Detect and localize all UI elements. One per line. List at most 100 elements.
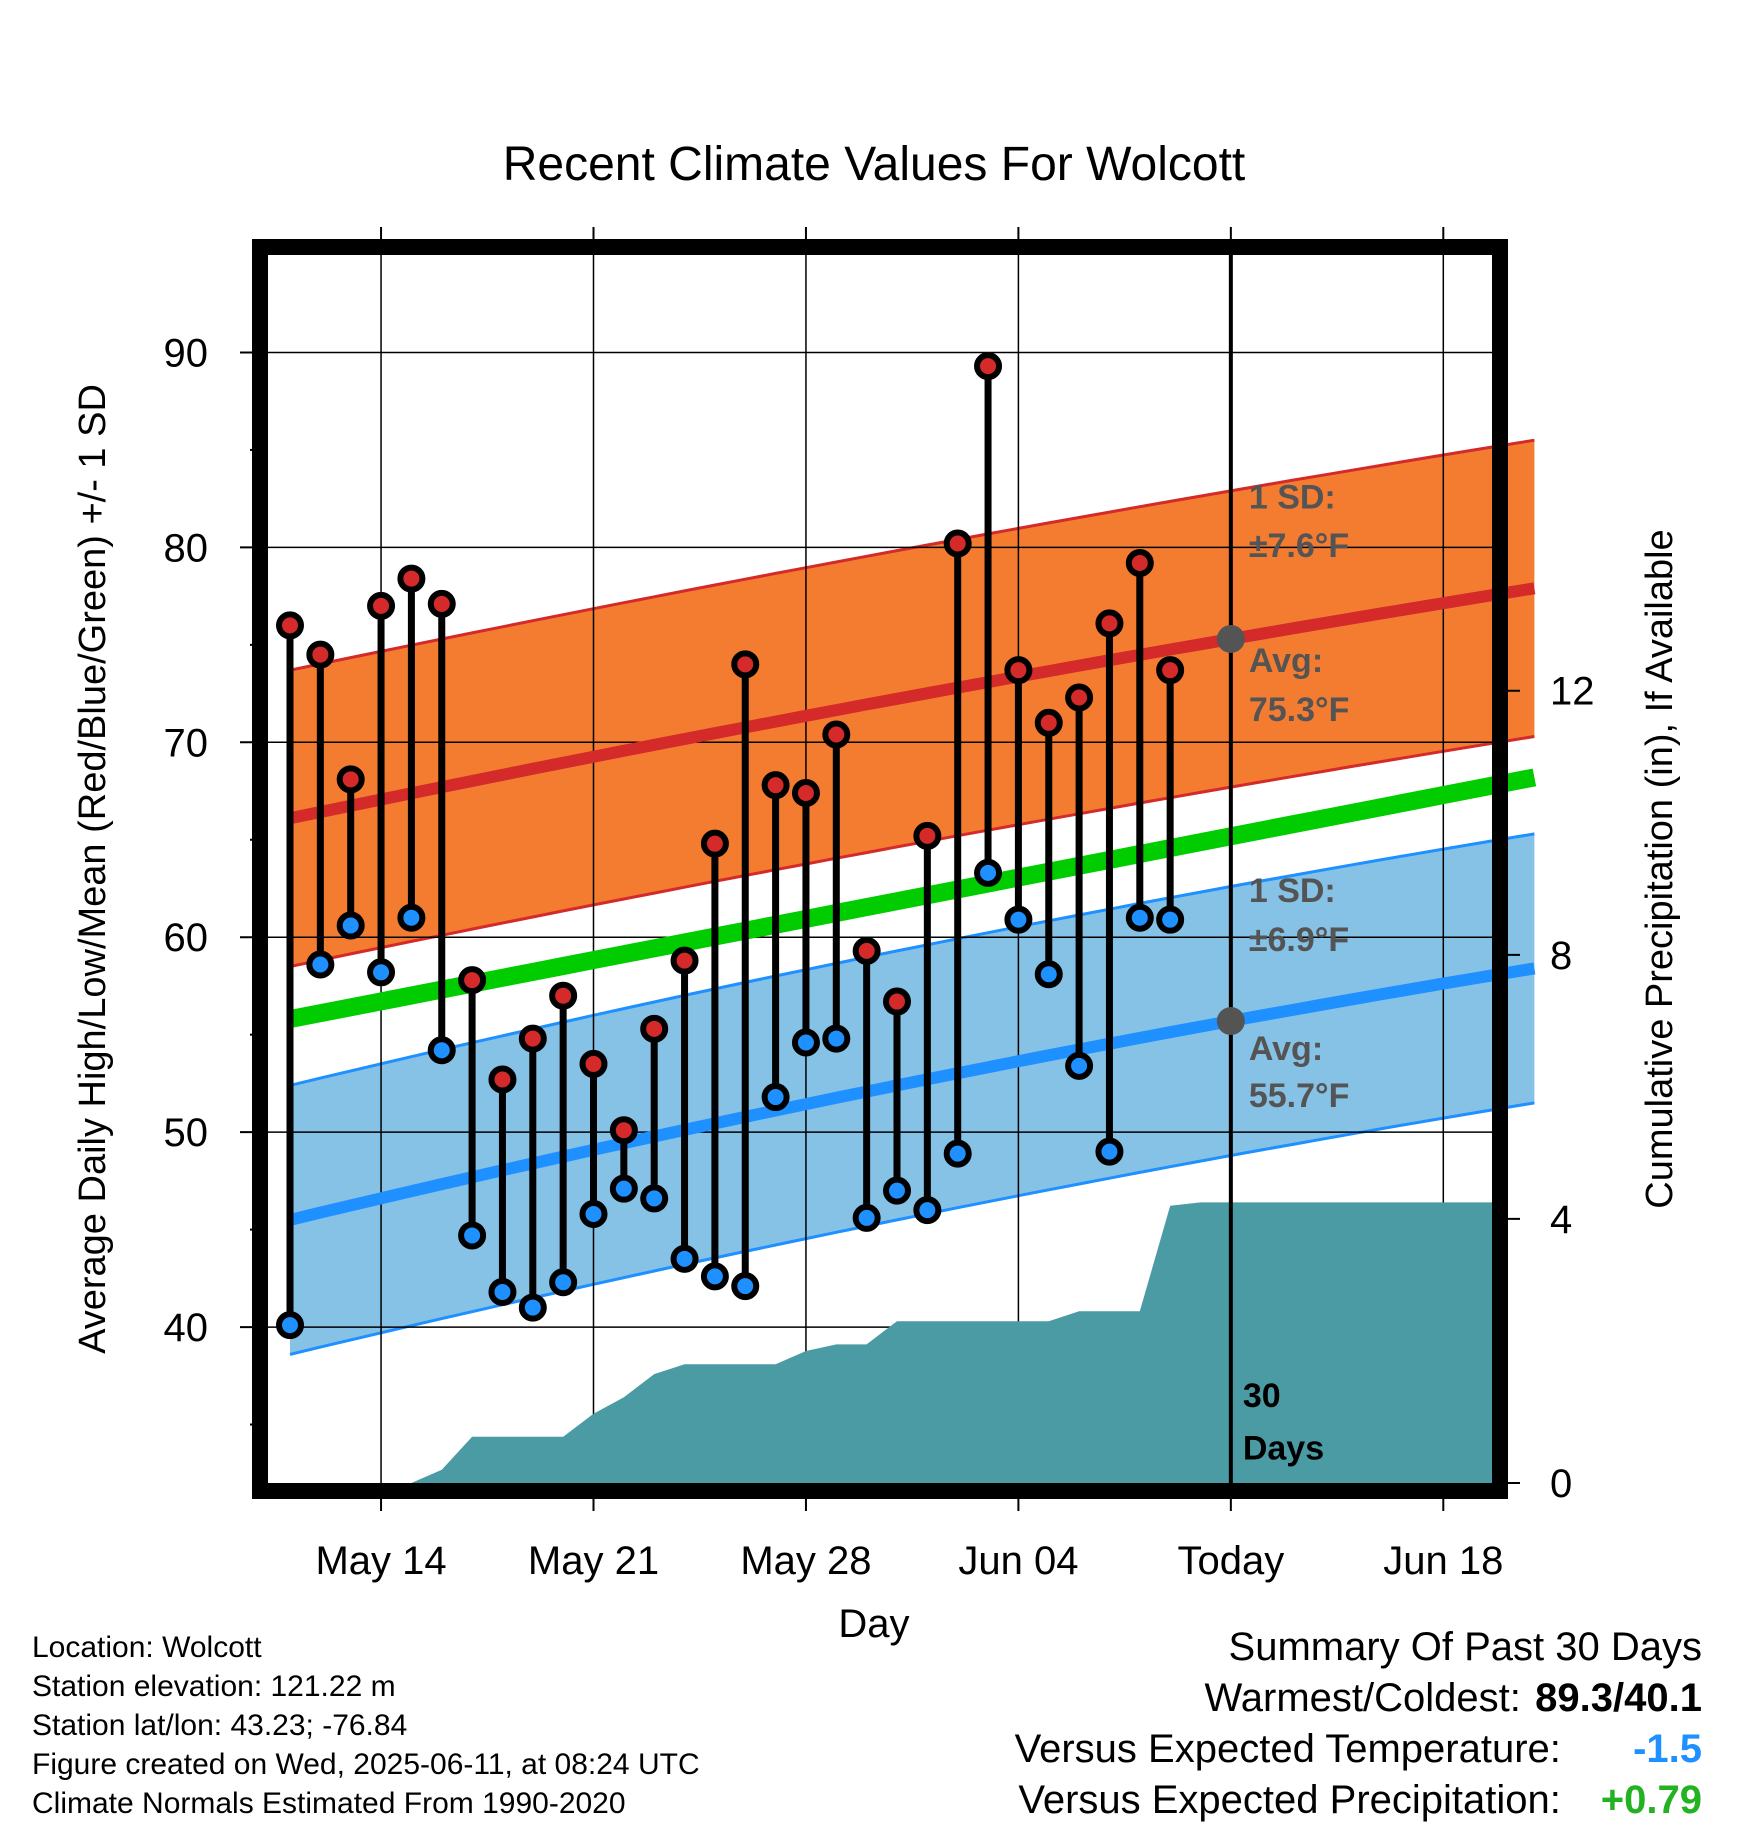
daily-low-point: [276, 1311, 304, 1340]
daily-high-point: [761, 771, 790, 800]
daily-high-point: [670, 946, 699, 975]
daily-low-point: [1034, 960, 1063, 989]
low-band-lower-edge: [289, 1101, 1535, 1356]
low-band-upper-edge: [289, 832, 1535, 1087]
y2-tick-label: 12: [1550, 670, 1595, 714]
today-low-avg-marker: [1216, 1007, 1245, 1036]
daily-high-point: [1095, 609, 1124, 638]
daily-high-point: [609, 1116, 638, 1145]
daily-low-point: [943, 1139, 972, 1168]
daily-low-point: [852, 1203, 881, 1232]
x-tick-label: Today: [1177, 1539, 1284, 1583]
y-tick-label: 90: [164, 331, 209, 375]
low-avg-label: Avg:: [1249, 1030, 1323, 1068]
location-text: Location: Wolcott: [32, 1631, 262, 1664]
x-tick-label: Jun 18: [1383, 1539, 1503, 1583]
daily-low-point: [1065, 1051, 1094, 1080]
y2-tick-label: 4: [1550, 1198, 1572, 1242]
daily-low-point: [518, 1293, 547, 1322]
low-sd-value: ±6.9°F: [1249, 921, 1349, 959]
daily-low-point: [427, 1036, 456, 1065]
y-axis-label: Average Daily High/Low/Mean (Red/Blue/Gr…: [72, 384, 114, 1354]
chart-title: Recent Climate Values For Wolcott: [503, 138, 1246, 191]
summary-panel: Summary Of Past 30 Days Warmest/Coldest:…: [1015, 1622, 1702, 1826]
daily-high-point: [427, 589, 456, 618]
y2-tick-label: 0: [1550, 1462, 1572, 1506]
daily-low-point: [822, 1024, 851, 1053]
days-count: 30: [1243, 1377, 1281, 1415]
daily-low-point: [761, 1083, 790, 1112]
plot-frame: [252, 239, 1508, 1499]
daily-high-point: [336, 765, 365, 794]
low-avg-value: 55.7°F: [1249, 1077, 1350, 1115]
cumulative-precip-area: [268, 1202, 1535, 1483]
high-sd-band: [290, 440, 1535, 967]
daily-low-point: [791, 1028, 820, 1057]
daily-low-point: [1156, 905, 1185, 934]
daily-low-point: [458, 1221, 487, 1250]
daily-high-point: [518, 1024, 547, 1053]
daily-high-point: [1034, 708, 1063, 737]
station-info: Location: Wolcott Station elevation: 121…: [32, 1628, 700, 1823]
daily-high-point: [1065, 683, 1094, 712]
daily-high-point: [731, 650, 760, 679]
daily-high-point: [397, 564, 426, 593]
y2-axis-label: Cumulative Precipitation (in), If Availa…: [1639, 529, 1681, 1208]
y-tick-label: 40: [164, 1306, 209, 1350]
daily-low-point: [731, 1272, 760, 1301]
x-tick-label: May 21: [528, 1539, 659, 1583]
warmest-coldest-value: 89.3/40.1: [1535, 1676, 1702, 1720]
daily-high-point: [1004, 656, 1033, 685]
elevation-text: Station elevation: 121.22 m: [32, 1670, 396, 1703]
daily-high-point: [700, 829, 729, 858]
daily-high-point: [852, 936, 881, 965]
daily-high-point: [943, 529, 972, 558]
high-avg-label: Avg:: [1249, 642, 1323, 680]
daily-low-point: [974, 858, 1003, 887]
latlon-text: Station lat/lon: 43.23; -76.84: [32, 1709, 408, 1742]
temp-diff-label: Versus Expected Temperature:: [1014, 1727, 1561, 1771]
daily-high-point: [791, 778, 820, 807]
y-tick-label: 80: [164, 526, 209, 570]
high-sd-value: ±7.6°F: [1249, 527, 1349, 565]
daily-low-point: [1125, 903, 1154, 932]
daily-low-point: [1004, 905, 1033, 934]
created-text: Figure created on Wed, 2025-06-11, at 08…: [32, 1748, 700, 1781]
x-tick-label: May 14: [315, 1539, 446, 1583]
daily-low-point: [640, 1184, 669, 1213]
normal-high-line: [288, 582, 1536, 825]
daily-low-point: [883, 1176, 911, 1205]
summary-temp-row: Versus Expected Temperature: -1.5: [1015, 1724, 1702, 1775]
precip-diff-label: Versus Expected Precipitation:: [1018, 1778, 1561, 1822]
daily-low-point: [336, 911, 365, 940]
daily-low-point: [670, 1244, 699, 1273]
daily-high-point: [276, 611, 304, 640]
summary-precip-row: Versus Expected Precipitation: +0.79: [1015, 1775, 1702, 1826]
daily-high-point: [579, 1049, 608, 1078]
precip-diff-value: +0.79: [1600, 1778, 1702, 1822]
x-tick-label: Jun 04: [958, 1539, 1078, 1583]
y-tick-label: 50: [164, 1111, 209, 1155]
high-band-lower-edge: [289, 735, 1535, 968]
summary-warmest-row: Warmest/Coldest: 89.3/40.1: [1015, 1673, 1703, 1724]
daily-low-point: [913, 1196, 942, 1225]
daily-high-point: [1156, 656, 1185, 685]
daily-high-point: [306, 640, 335, 669]
days-label: Days: [1243, 1430, 1324, 1468]
y-tick-label: 70: [164, 721, 209, 765]
warmest-coldest-label: Warmest/Coldest:: [1204, 1676, 1521, 1720]
normal-mean-line: [288, 768, 1537, 1028]
x-tick-label: May 28: [740, 1539, 871, 1583]
daily-high-point: [1125, 548, 1154, 577]
daily-high-point: [367, 591, 396, 620]
high-sd-label: 1 SD:: [1249, 478, 1336, 516]
x-axis-label: Day: [838, 1602, 909, 1646]
daily-low-point: [306, 950, 335, 979]
y-tick-label: 60: [164, 916, 209, 960]
daily-low-point: [397, 903, 426, 932]
summary-title: Summary Of Past 30 Days: [1228, 1625, 1702, 1669]
daily-low-point: [488, 1277, 517, 1306]
daily-low-point: [700, 1262, 729, 1291]
high-avg-value: 75.3°F: [1249, 691, 1350, 729]
